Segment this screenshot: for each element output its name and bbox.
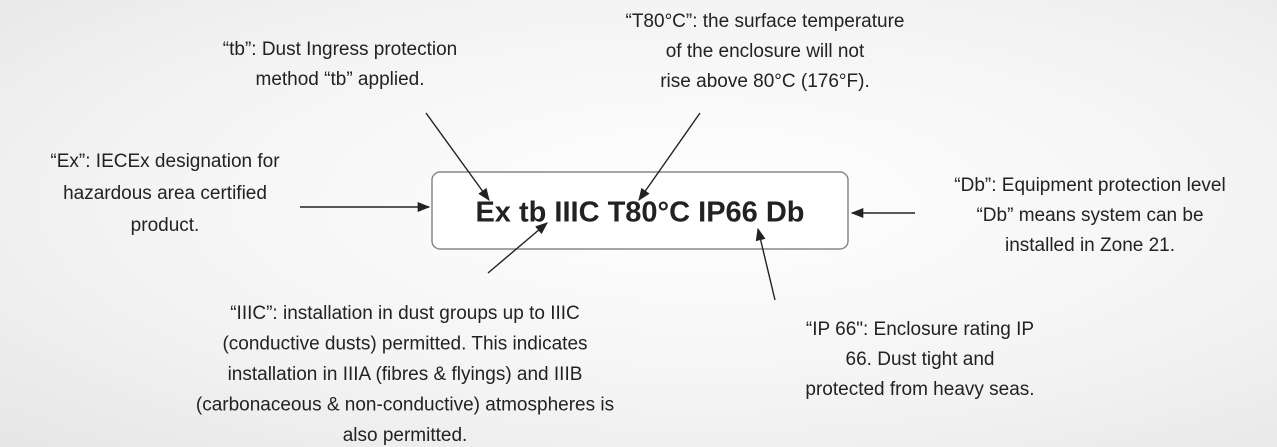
annotation-line: “Db”: Equipment protection level (954, 175, 1225, 196)
annotation-line: of the enclosure will not (666, 41, 865, 62)
arrow-iiic (487, 222, 548, 274)
annotation-line: product. (131, 215, 200, 236)
annotation-line: “IIIC”: installation in dust groups up t… (230, 303, 580, 324)
annotation-line: also permitted. (343, 425, 468, 446)
annotation-line: (carbonaceous & non-conductive) atmosphe… (196, 395, 614, 416)
annotation-line: “IP 66": Enclosure rating IP (806, 319, 1034, 340)
annotation-line: installation in IIIA (fibres & flyings) … (228, 364, 583, 385)
annotation-line: protected from heavy seas. (805, 379, 1034, 400)
annotation-line: installed in Zone 21. (1005, 235, 1175, 256)
arrow-ip66 (755, 227, 776, 301)
annotation-line: hazardous area certified (63, 183, 267, 204)
annotation-line: “T80°C”: the surface temperature (626, 11, 905, 32)
annotation-line: “Db” means system can be (976, 205, 1203, 226)
arrow-tb (425, 112, 490, 202)
annotation-line: “Ex”: IECEx designation for (50, 151, 280, 172)
arrow-t80 (638, 112, 701, 202)
annotation-line: “tb”: Dust Ingress protection (223, 39, 457, 60)
annotation-line: 66. Dust tight and (846, 349, 995, 370)
annotation-line: (conductive dusts) permitted. This indic… (222, 334, 587, 355)
annotation-line: method “tb” applied. (256, 69, 425, 90)
annotation-line: rise above 80°C (176°F). (660, 71, 870, 92)
code-label: Ex tb IIIC T80°C IP66 Db (475, 197, 804, 229)
